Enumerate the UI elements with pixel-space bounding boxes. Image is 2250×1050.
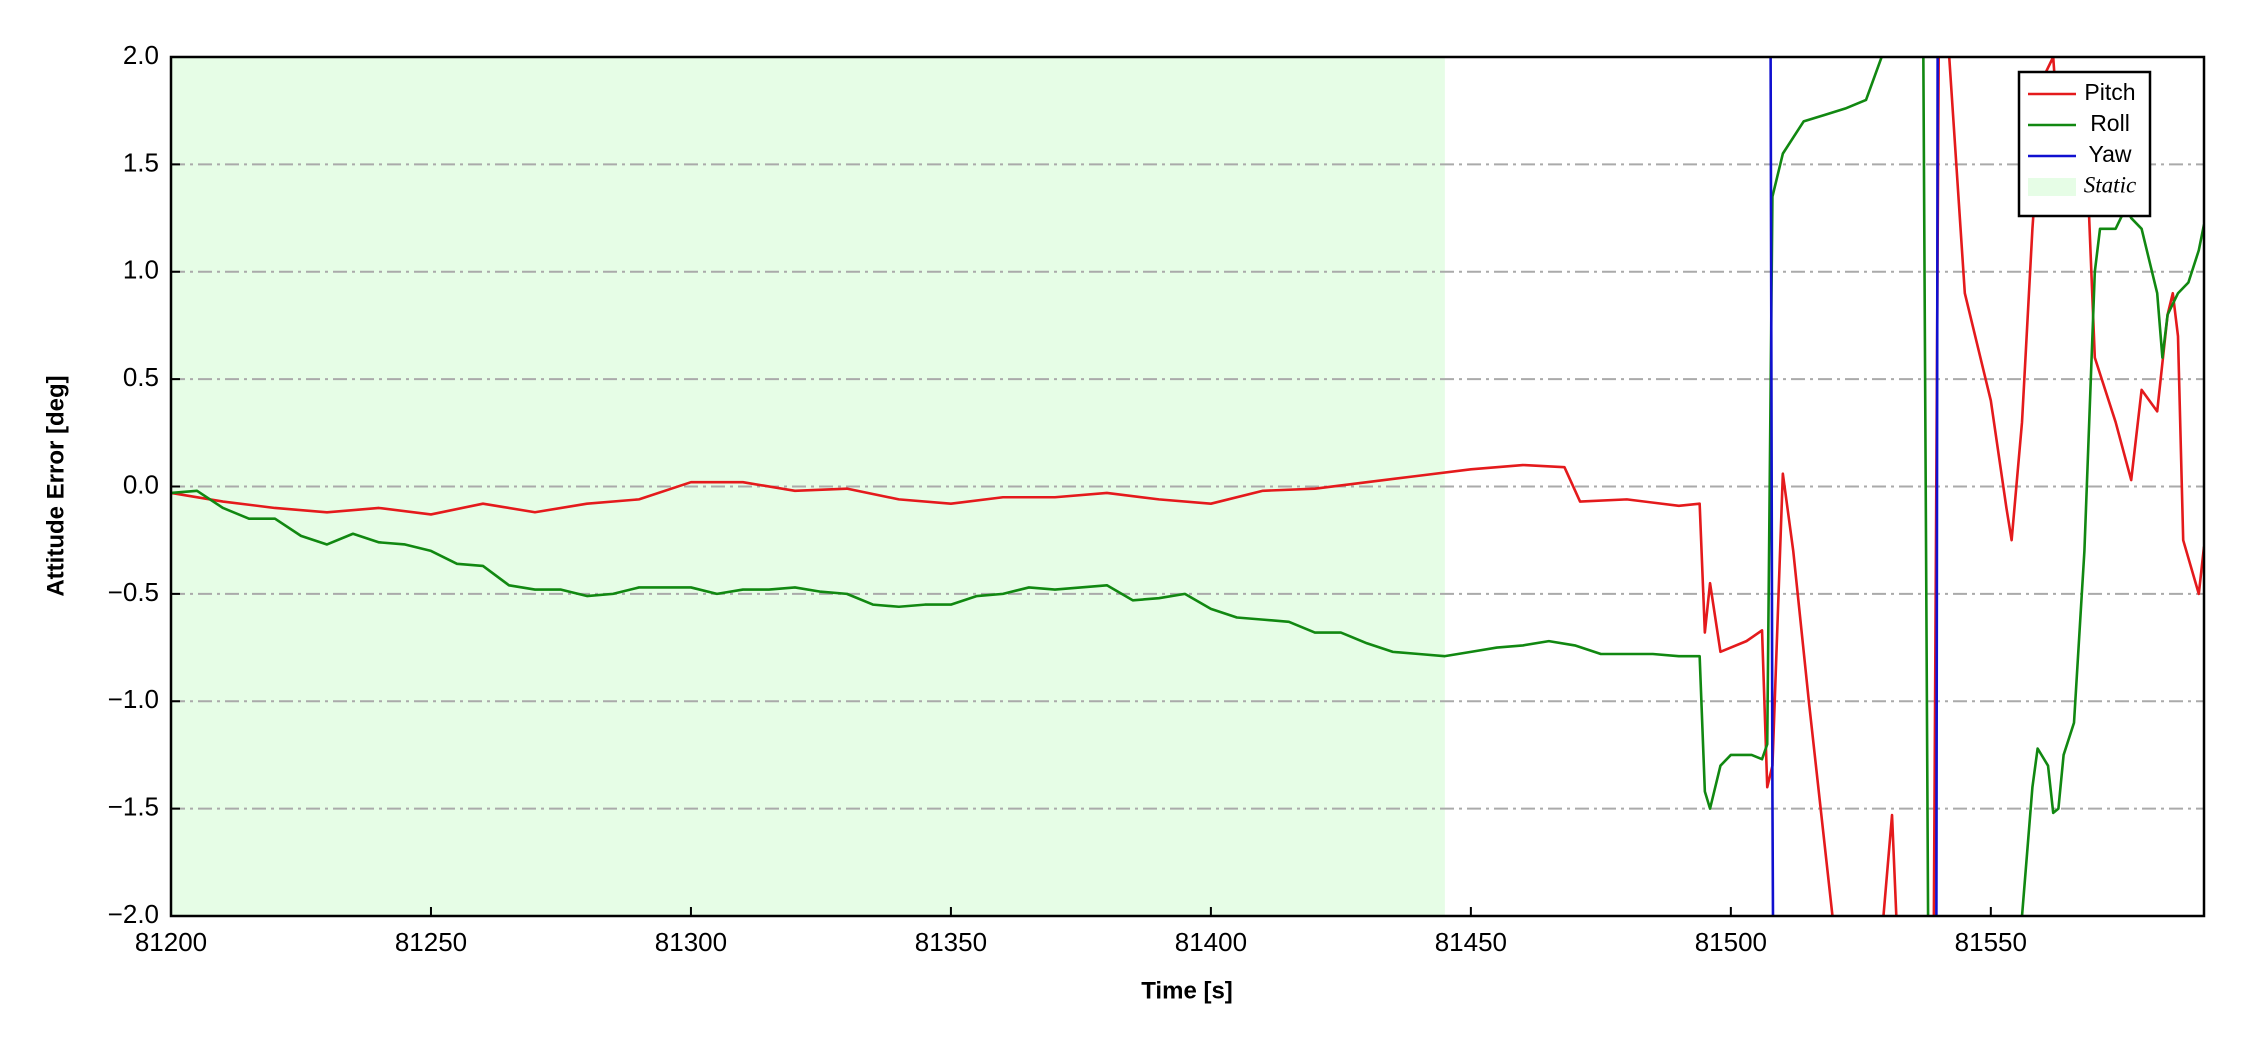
y-tick-label: −1.0 (108, 684, 159, 714)
y-tick-label: 1.0 (123, 255, 159, 285)
y-axis-label: Attitude Error [deg] (42, 375, 69, 596)
series-line (171, 57, 2204, 916)
x-tick-label: 81250 (395, 927, 467, 957)
legend-swatch (2028, 178, 2076, 196)
y-tick-label: 0.5 (123, 362, 159, 392)
y-tick-label: −1.5 (108, 792, 159, 822)
y-tick-label: 1.5 (123, 147, 159, 177)
plot-back (171, 56, 2204, 917)
x-tick-label: 81350 (915, 927, 987, 957)
series-line (1769, 57, 1939, 916)
x-tick-label: 81300 (655, 927, 727, 957)
plot-frame (169, 55, 2206, 918)
plot-front: −2.0 −1.5 −1.0 −0.5 0.0 0.5 1.0 1.5 2.0 81200 8125… (108, 40, 2206, 957)
x-tick-label: 81450 (1435, 927, 1507, 957)
x-tick-label: 81400 (1175, 927, 1247, 957)
x-axis-label: Time [s] (1141, 977, 1233, 1004)
legend-label: Pitch (2084, 79, 2135, 105)
y-tick-label: −0.5 (108, 577, 159, 607)
y-tick-label: −2.0 (108, 899, 159, 929)
y-tick-label: 0.0 (123, 469, 159, 499)
legend-label: Static (2084, 172, 2136, 197)
x-tick-label: 81550 (1955, 927, 2027, 957)
y-tick-label: 2.0 (123, 40, 159, 70)
x-tick-label: 81500 (1695, 927, 1767, 957)
legend-label: Roll (2090, 110, 2130, 136)
x-tick-label: 81200 (135, 927, 207, 957)
legend-label: Yaw (2088, 141, 2131, 167)
